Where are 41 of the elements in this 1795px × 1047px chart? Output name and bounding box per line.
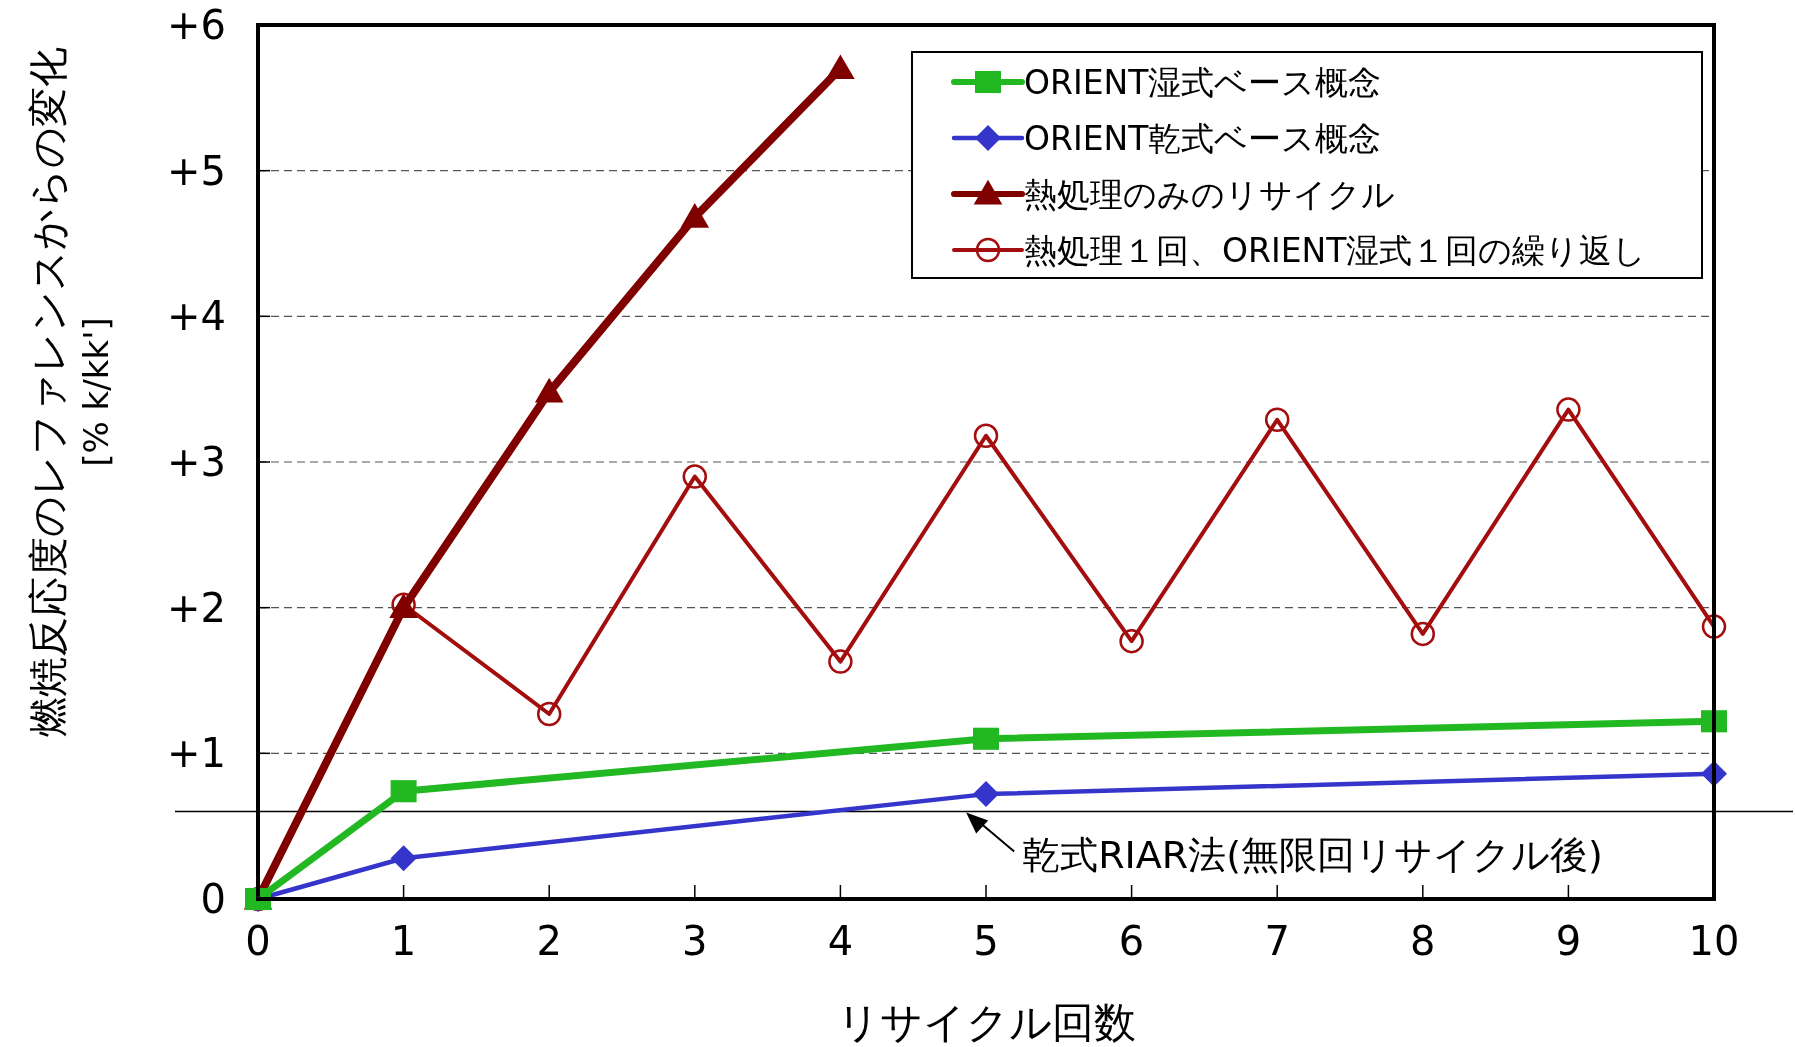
point	[1119, 628, 1144, 654]
point	[390, 780, 417, 803]
y-tick-label: +4	[167, 293, 226, 340]
x-tick-label: 9	[1555, 918, 1582, 964]
y-tick-label: +3	[167, 439, 226, 485]
point	[973, 423, 999, 449]
x-tick-label: 8	[1410, 918, 1436, 964]
point	[536, 701, 562, 727]
legend-label: ORIENT湿式ベース概念	[1024, 63, 1382, 102]
point	[826, 54, 855, 80]
y-tick-label: +2	[167, 584, 226, 631]
x-tick-label: 10	[1688, 918, 1740, 964]
x-tick-label: 4	[827, 918, 854, 964]
point	[1410, 621, 1436, 647]
point	[390, 845, 417, 872]
point	[680, 202, 710, 228]
legend-label: ORIENT乾式ベース概念	[1024, 119, 1382, 158]
point	[973, 781, 999, 808]
point	[1556, 397, 1581, 422]
x-tick-label: 2	[536, 918, 562, 964]
annotation: 乾式RIAR法(無限回リサイクル後)	[1022, 832, 1603, 877]
legend-label: 熱処理１回、ORIENT湿式１回の繰り返し	[1024, 231, 1647, 270]
x-tick-label: 1	[390, 918, 417, 964]
x-tick-label: 3	[682, 918, 708, 964]
y-axis-title: 燃焼反応度のレファレンスからの変化 [% k/kk']	[25, 47, 116, 737]
point	[973, 727, 999, 750]
x-tick-label: 5	[973, 918, 999, 964]
legend-label: 熱処理のみのリサイクル	[1024, 175, 1395, 214]
point	[1701, 614, 1727, 639]
y-tick-label: 0	[200, 876, 226, 922]
point	[828, 649, 853, 674]
point	[1264, 407, 1290, 433]
y-tick-label: +6	[167, 2, 226, 48]
y-tick-label: +5	[167, 147, 226, 194]
x-axis-title: リサイクル回数	[836, 998, 1136, 1047]
x-tick-label: 6	[1118, 918, 1145, 964]
x-tick-label: 0	[245, 918, 271, 964]
y-tick-label: +1	[167, 730, 226, 777]
point	[682, 464, 708, 489]
x-tick-label: 7	[1264, 918, 1290, 964]
point	[534, 377, 564, 403]
